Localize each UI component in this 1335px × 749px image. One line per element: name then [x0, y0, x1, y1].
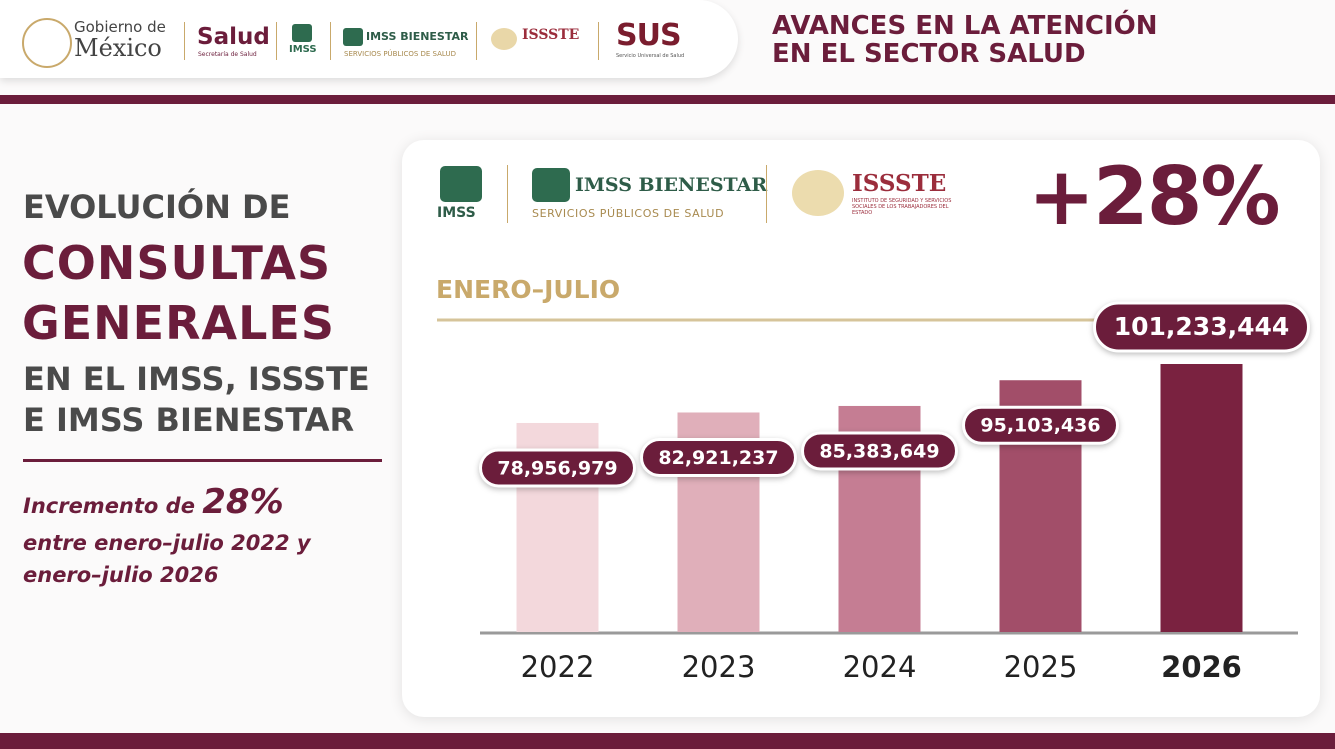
divider — [23, 459, 382, 462]
value-label-bg — [1093, 301, 1310, 353]
value-label: 101,233,444 — [1114, 312, 1290, 341]
chart-subtitle: ENERO–JULIO — [436, 275, 620, 304]
logo-text: INSTITUTO DE SEGURIDAD Y SERVICIOS SOCIA… — [852, 198, 952, 216]
logo-text: IMSS BIENESTAR — [575, 174, 768, 196]
logo-text: SUS — [616, 18, 682, 53]
separator — [507, 165, 508, 223]
separator — [766, 165, 767, 223]
x-tick-label: 2025 — [1004, 650, 1078, 684]
bottom-band — [0, 733, 1335, 749]
side-text: EVOLUCIÓN DE — [23, 188, 291, 226]
x-tick-label: 2022 — [521, 650, 595, 684]
chart: ENERO–JULIO 78,956,979 2022 82,921,237 2023… — [436, 275, 1310, 684]
x-tick-label: 2023 — [682, 650, 756, 684]
value-label: 95,103,436 — [980, 415, 1100, 437]
title-line: EN EL SECTOR SALUD — [772, 39, 1086, 69]
side-text: E IMSS BIENESTAR — [23, 401, 355, 439]
value-label-bg — [640, 437, 797, 477]
logo-text: IMSS BIENESTAR — [366, 30, 469, 43]
note: enero–julio 2026 — [23, 563, 219, 587]
logo-text: Secretaría de Salud — [198, 51, 257, 58]
header-bar — [0, 0, 738, 78]
value-label: 85,383,649 — [819, 440, 939, 462]
note-highlight: 28% — [202, 482, 284, 522]
value-label-bg — [479, 448, 636, 488]
header-title: AVANCES EN LA ATENCIÓN EN EL SECTOR SALU… — [772, 12, 1158, 68]
emblem — [22, 18, 72, 68]
value-label: 82,921,237 — [658, 447, 778, 469]
logo-text: SERVICIOS PÚBLICOS DE SALUD — [532, 207, 725, 220]
x-tick-label: 2024 — [843, 650, 917, 684]
logo-icon — [292, 24, 312, 42]
x-tick-label: 2026 — [1161, 650, 1242, 684]
logo-icon — [343, 28, 363, 46]
note: Incremento de 28% — [23, 482, 284, 522]
title-line: AVANCES EN LA ATENCIÓN — [772, 11, 1158, 41]
note: entre enero–julio 2022 y — [23, 531, 311, 555]
value-label-bg — [801, 431, 958, 471]
logo-text: ISSSTE — [522, 27, 580, 43]
logo-icon — [440, 166, 482, 202]
logo-text: SERVICIOS PÚBLICOS DE SALUD — [344, 50, 456, 58]
separator — [276, 22, 277, 60]
big-figure: +28% — [1028, 150, 1281, 243]
bar — [1160, 364, 1243, 632]
logo-text: Servicio Universal de Salud — [616, 53, 685, 59]
separator — [598, 22, 599, 60]
logo-icon — [792, 170, 844, 216]
logo-text: Gobierno de — [74, 18, 166, 36]
separator — [476, 22, 477, 60]
logo-text: IMSS — [437, 205, 476, 221]
logo-text: México — [74, 34, 162, 62]
logo-icon — [491, 28, 517, 50]
logo-text: ISSSTE — [852, 170, 947, 197]
logo-text: Salud — [197, 24, 270, 50]
side-heading: CONSULTAS — [22, 236, 332, 290]
separator — [184, 22, 185, 60]
side-text: EN EL IMSS, ISSSTE — [23, 360, 370, 398]
note-text: Incremento de — [23, 494, 195, 518]
top-band — [0, 95, 1335, 104]
logo-icon — [532, 168, 570, 202]
value-label: 78,956,979 — [497, 457, 617, 479]
side-heading: GENERALES — [22, 296, 335, 350]
value-label-bg — [962, 405, 1119, 445]
logo-text: IMSS — [289, 44, 317, 55]
separator — [330, 22, 331, 60]
